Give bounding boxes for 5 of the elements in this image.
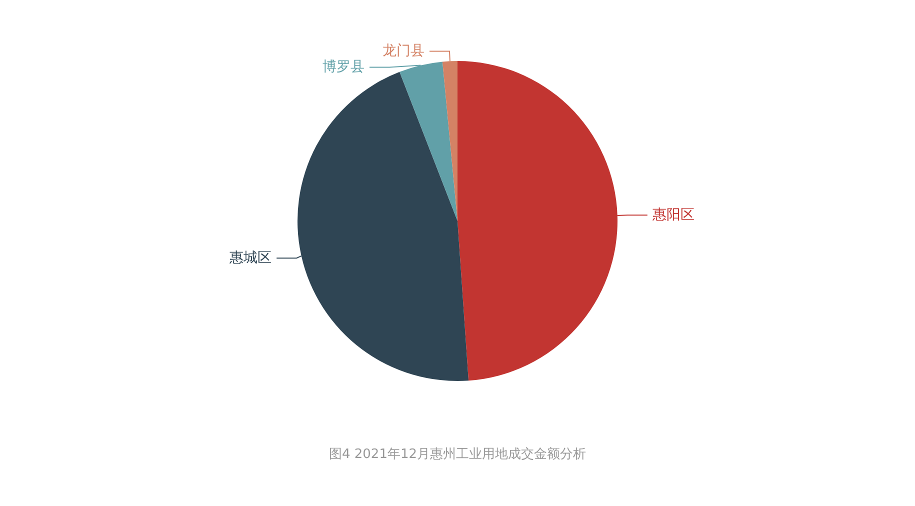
slice-label: 龙门县 [382,43,424,60]
text: 图4 2021年12月惠州工业用地成交金额分析 [328,446,586,462]
slice-label: 博罗县 [322,59,365,76]
slice-label: 惠阳区 [651,207,694,224]
slice-label: 惠城区 [228,250,272,266]
